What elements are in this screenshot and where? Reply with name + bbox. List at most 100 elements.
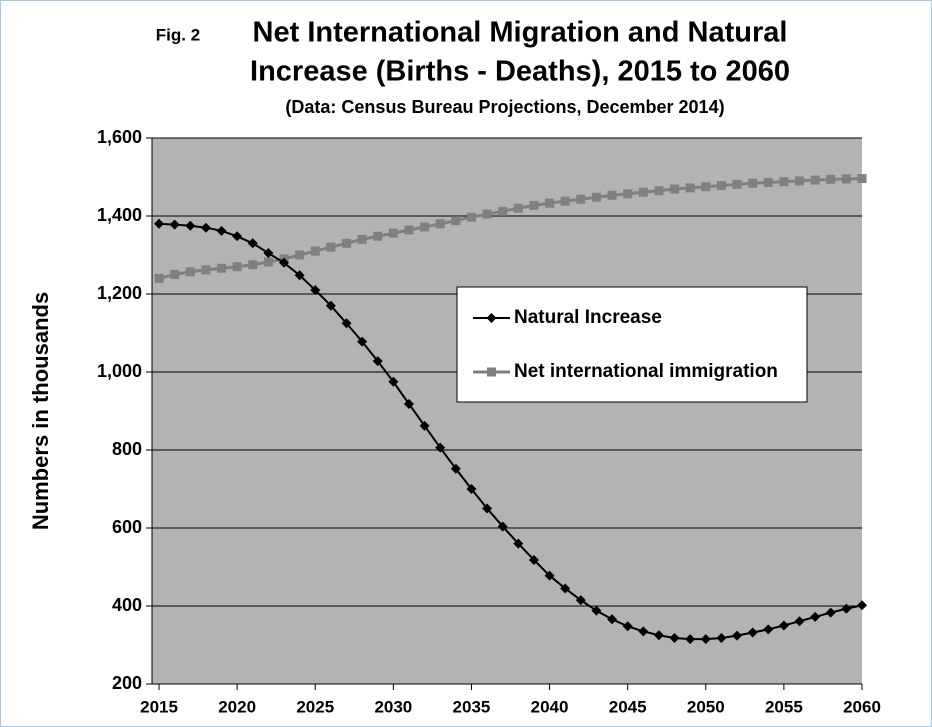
marker (685, 183, 695, 193)
marker (435, 219, 445, 229)
chart-subtitle: (Data: Census Bureau Projections, Decemb… (285, 97, 724, 117)
marker (623, 189, 633, 199)
marker (451, 216, 461, 226)
marker (420, 222, 430, 232)
marker (498, 206, 508, 216)
marker (841, 603, 852, 614)
y-tick-label: 1,600 (97, 127, 142, 147)
x-tick-label: 2025 (296, 697, 334, 716)
marker (716, 181, 726, 191)
marker (388, 228, 398, 238)
x-tick-label: 2035 (453, 697, 491, 716)
y-tick-label: 1,200 (97, 283, 142, 303)
y-tick-label: 1,000 (97, 361, 142, 381)
y-tick-label: 400 (112, 595, 142, 615)
marker (607, 614, 618, 625)
marker (248, 260, 258, 270)
marker (748, 178, 758, 188)
marker (607, 190, 617, 200)
plot-area (152, 138, 862, 684)
marker (528, 554, 539, 565)
marker (341, 318, 352, 329)
marker (216, 225, 227, 236)
x-tick-label: 2050 (687, 697, 725, 716)
marker (638, 626, 649, 637)
y-tick-label: 600 (112, 517, 142, 537)
chart-title: Increase (Births - Deaths), 2015 to 2060 (250, 56, 790, 88)
marker (232, 231, 243, 242)
y-tick-label: 200 (112, 673, 142, 693)
y-tick-label: 800 (112, 439, 142, 459)
marker (450, 463, 461, 474)
marker (576, 194, 586, 204)
marker (857, 600, 867, 611)
marker (653, 630, 664, 641)
marker (732, 630, 743, 641)
marker (232, 262, 242, 272)
marker (279, 257, 290, 268)
x-tick-label: 2055 (765, 697, 803, 716)
marker (763, 624, 774, 635)
marker (404, 225, 414, 235)
x-tick-label: 2015 (140, 697, 178, 716)
marker (810, 175, 820, 185)
marker (778, 620, 789, 631)
marker (482, 503, 493, 514)
marker (841, 174, 851, 184)
marker (622, 621, 633, 632)
y-axis-label: Numbers in thousands (28, 292, 53, 530)
marker (825, 607, 836, 618)
marker (560, 583, 571, 594)
marker (466, 484, 477, 494)
marker (732, 179, 742, 189)
marker (513, 203, 523, 213)
x-tick-label: 2030 (374, 697, 412, 716)
marker (794, 616, 805, 627)
marker (669, 632, 680, 643)
marker (795, 176, 805, 186)
marker (294, 270, 305, 281)
marker (388, 376, 399, 387)
marker (638, 187, 648, 197)
marker (545, 198, 555, 208)
marker (560, 196, 570, 206)
marker (435, 442, 446, 453)
fig-label: Fig. 2 (156, 25, 200, 44)
marker (263, 248, 274, 259)
marker (670, 184, 680, 194)
marker (357, 234, 367, 244)
marker (591, 192, 601, 202)
marker (779, 177, 789, 187)
marker (185, 267, 195, 277)
marker (341, 238, 351, 248)
marker (200, 222, 211, 233)
marker (591, 605, 602, 616)
series-line (158, 177, 863, 280)
marker (154, 273, 164, 283)
marker (826, 174, 836, 184)
marker (529, 200, 539, 210)
marker (326, 242, 336, 252)
marker (154, 218, 165, 229)
marker (857, 174, 867, 184)
marker (310, 285, 321, 296)
legend-marker (486, 313, 497, 323)
marker (185, 220, 196, 231)
marker (403, 398, 414, 409)
marker (372, 356, 383, 367)
marker (747, 627, 758, 638)
marker (685, 634, 696, 645)
marker (513, 538, 524, 549)
marker (373, 231, 383, 241)
marker (497, 521, 508, 532)
x-tick-label: 2060 (843, 697, 881, 716)
x-tick-label: 2020 (218, 697, 256, 716)
marker (263, 257, 273, 267)
marker (482, 209, 492, 219)
chart-title: Net International Migration and Natural (253, 17, 788, 49)
y-tick-label: 1,400 (97, 205, 142, 225)
marker (466, 212, 476, 222)
legend-label: Net international immigration (514, 361, 778, 382)
x-tick-label: 2045 (609, 697, 647, 716)
